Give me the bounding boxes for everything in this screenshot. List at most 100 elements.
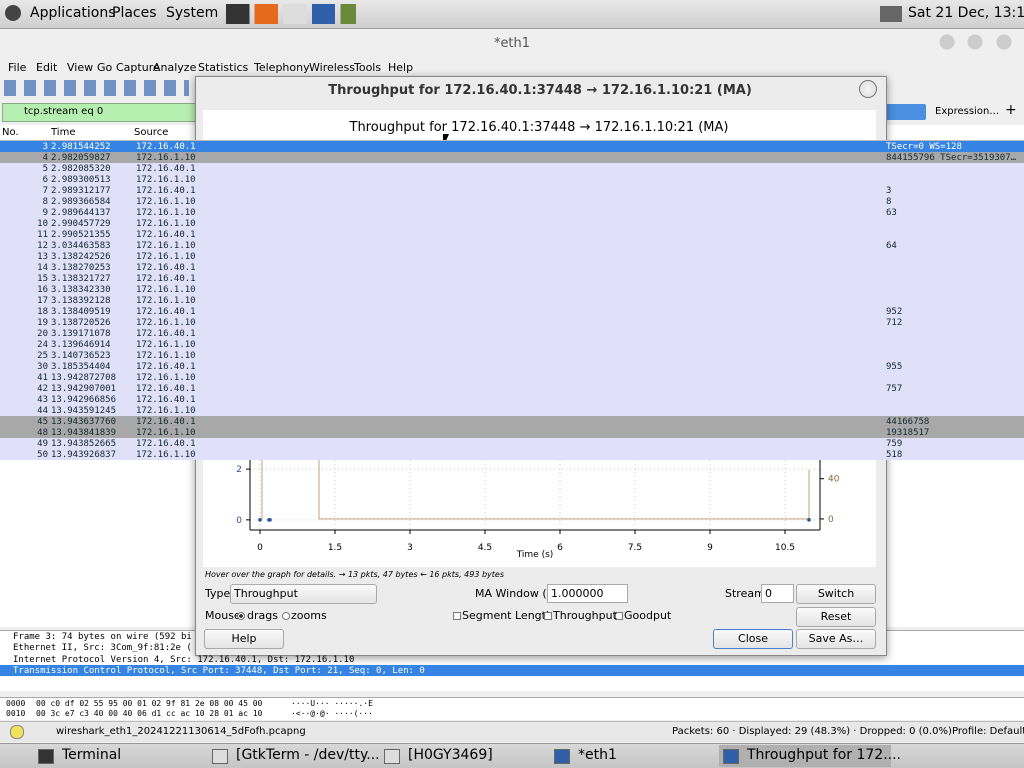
packet-cell: 172.16.1.10 — [136, 153, 196, 163]
menu-item[interactable]: Statistics — [198, 61, 249, 74]
packet-row[interactable] — [0, 339, 1024, 350]
packet-row[interactable] — [0, 328, 1024, 339]
packet-row[interactable] — [0, 449, 1024, 460]
series-check[interactable] — [544, 612, 552, 620]
packet-cell: 172.16.1.10 — [136, 318, 196, 328]
help-button[interactable]: Help — [204, 629, 284, 649]
packet-cell: 6 — [42, 175, 48, 185]
type-select[interactable]: Throughput — [230, 584, 377, 604]
column-header[interactable]: No. — [2, 127, 19, 138]
packet-row[interactable] — [0, 174, 1024, 185]
packet-row[interactable] — [0, 394, 1024, 405]
packet-row[interactable] — [0, 416, 1024, 427]
add-button[interactable]: + — [1005, 102, 1017, 118]
packet-row[interactable] — [0, 350, 1024, 361]
packet-cell: 19 — [37, 318, 48, 328]
menu-item[interactable]: File — [8, 61, 27, 74]
stream-input[interactable]: 0 — [761, 584, 794, 603]
packet-cell: 30 — [37, 362, 48, 372]
packet-row[interactable] — [0, 163, 1024, 174]
detail-line[interactable]: Ethernet II, Src: 3Com_9f:81:2e ( — [13, 643, 192, 654]
packet-cell: 712 — [886, 318, 903, 328]
x-axis-label: Time (s) — [516, 550, 554, 560]
save-button[interactable]: Save As… — [796, 629, 876, 649]
packet-row[interactable] — [0, 240, 1024, 251]
packet-row[interactable] — [0, 185, 1024, 196]
packet-cell: 3.138342330 — [51, 285, 111, 295]
switch-direction[interactable]: Switch Direction — [796, 584, 876, 618]
packet-row[interactable] — [0, 405, 1024, 416]
menu-item[interactable]: Analyze — [153, 61, 197, 74]
packet-row[interactable] — [0, 438, 1024, 449]
packet-cell: 10 — [37, 219, 48, 229]
goodput-check[interactable] — [615, 612, 623, 620]
packet-row[interactable] — [0, 196, 1024, 207]
packet-row[interactable] — [0, 218, 1024, 229]
detail-line[interactable]: Transmission Control Protocol, Src Port:… — [13, 665, 425, 676]
packet-row[interactable] — [0, 251, 1024, 262]
panel-menu[interactable]: Places — [112, 5, 157, 21]
series-check[interactable] — [453, 612, 461, 620]
packet-cell: 172.16.40.1 — [136, 362, 196, 372]
packet-row[interactable] — [0, 383, 1024, 394]
hex-cell: ·<··@·@· ····(··· — [291, 709, 373, 718]
packet-row[interactable] — [0, 306, 1024, 317]
panel-menu[interactable]: Applications — [30, 5, 116, 21]
menu-item[interactable]: Telephony — [254, 61, 310, 74]
panel-menu[interactable]: System — [166, 5, 219, 21]
column-header[interactable]: Time — [51, 127, 76, 138]
menu-item[interactable]: Help — [388, 61, 414, 74]
reset-button[interactable]: Reset — [796, 607, 876, 627]
packet-cell: 3.138321727 — [51, 274, 111, 284]
packet-row[interactable] — [0, 372, 1024, 383]
packet-cell: 3.138242526 — [51, 252, 111, 262]
packet-cell: 955 — [886, 362, 903, 372]
menu-item[interactable]: Capture — [116, 61, 160, 74]
filter-apply[interactable] — [886, 104, 926, 120]
packet-row[interactable] — [0, 295, 1024, 306]
packet-row[interactable] — [0, 141, 1024, 152]
packet-row[interactable] — [0, 152, 1024, 163]
task-item[interactable]: *eth1 — [578, 747, 617, 763]
packet-row[interactable] — [0, 284, 1024, 295]
packet-cell: 172.16.1.10 — [136, 450, 196, 460]
packet-cell: 3.138392128 — [51, 296, 111, 306]
packet-cell: 14 — [37, 263, 48, 273]
task-item[interactable]: Terminal — [62, 747, 122, 763]
menu-item[interactable]: Go — [97, 61, 113, 74]
ma-input[interactable]: 1.000000 — [547, 584, 628, 603]
y-tick-label: 0 — [236, 516, 242, 526]
detail-selected — [0, 664, 1024, 676]
packet-row[interactable] — [0, 427, 1024, 438]
hex-cell: ····U··· ·····.·E — [291, 699, 373, 708]
task-item[interactable]: [GtkTerm - /dev/tty... — [236, 747, 380, 763]
packet-row[interactable] — [0, 361, 1024, 372]
drags-radio[interactable] — [237, 612, 245, 620]
packet-cell: 172.16.40.1 — [136, 384, 196, 394]
packet-cell: 172.16.40.1 — [136, 230, 196, 240]
packet-row[interactable] — [0, 262, 1024, 273]
detail-line[interactable]: Internet Protocol Version 4, Src: 172.16… — [13, 654, 355, 665]
detail-line[interactable]: Frame 3: 74 bytes on wire (592 bi — [13, 632, 192, 642]
close-button[interactable]: Close — [713, 629, 793, 649]
window-title: *eth1 — [493, 36, 531, 51]
data-point — [807, 518, 811, 522]
packet-cell: 64 — [886, 241, 897, 251]
task-item[interactable]: Throughput for 172.... — [747, 747, 901, 763]
menu-item[interactable]: View — [67, 61, 94, 74]
packet-cell: 3.034463583 — [51, 241, 111, 251]
menu-item[interactable]: Tools — [354, 61, 382, 74]
packet-row[interactable] — [0, 207, 1024, 218]
dialog-close-x[interactable] — [859, 80, 877, 98]
packet-row[interactable] — [0, 229, 1024, 240]
window-controls[interactable] — [938, 34, 1016, 50]
packet-row[interactable] — [0, 317, 1024, 328]
menu-item[interactable]: Wireless — [309, 61, 356, 74]
task-item[interactable]: [H0GY3469] — [408, 747, 493, 763]
column-header[interactable]: Source — [134, 127, 169, 138]
packet-cell: 20 — [37, 329, 48, 339]
packet-row[interactable] — [0, 273, 1024, 284]
zooms-radio[interactable] — [282, 612, 290, 620]
expression-button[interactable]: Expression… — [935, 106, 1000, 117]
menu-item[interactable]: Edit — [36, 61, 58, 74]
